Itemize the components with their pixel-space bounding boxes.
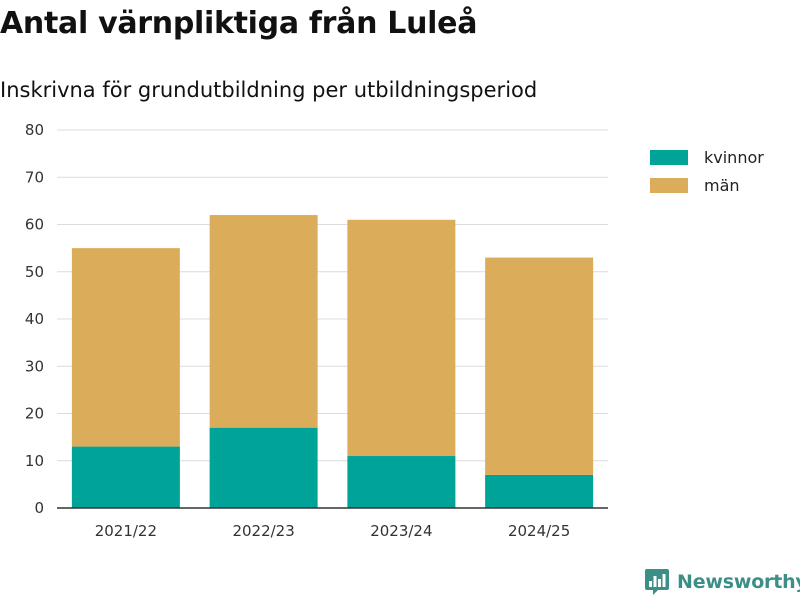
legend-swatch-kvinnor: [650, 150, 688, 165]
chart-subtitle: Inskrivna för grundutbildning per utbild…: [0, 78, 538, 102]
x-axis-ticks: 2021/22 2022/23 2023/24 2024/25: [95, 522, 571, 540]
y-tick-label: 10: [25, 452, 44, 470]
brand-name: Newsworthy: [677, 571, 800, 593]
legend-swatch-män: [650, 178, 688, 193]
bar-kvinnor-2024/25: [485, 474, 594, 508]
y-tick-label: 80: [25, 121, 44, 139]
x-tick-label: 2024/25: [508, 522, 570, 540]
bar-kvinnor-2023/24: [347, 456, 456, 508]
bar-män-2022/23: [209, 215, 318, 428]
x-tick-label: 2023/24: [370, 522, 432, 540]
y-tick-label: 50: [25, 263, 44, 281]
bar-män-2024/25: [485, 257, 594, 475]
bar-chart-speech-icon: [645, 569, 669, 595]
chart-title: Antal värnpliktiga från Luleå: [0, 6, 478, 41]
bar-kvinnor-2021/22: [71, 446, 180, 508]
bar-män-2021/22: [71, 248, 180, 447]
legend: kvinnor män: [650, 148, 764, 195]
y-tick-label: 30: [25, 357, 44, 375]
bar-kvinnor-2022/23: [209, 427, 318, 508]
y-tick-label: 40: [25, 310, 44, 328]
legend-label-kvinnor: kvinnor: [704, 148, 764, 167]
legend-label-män: män: [704, 176, 740, 195]
brand-logo: Newsworthy: [644, 568, 800, 596]
y-tick-label: 70: [25, 168, 44, 186]
y-tick-label: 0: [34, 499, 44, 517]
y-axis-ticks: 0 10 20 30 40 50 60 70 80: [25, 121, 44, 517]
bar-män-2023/24: [347, 219, 456, 457]
x-tick-label: 2022/23: [232, 522, 294, 540]
y-tick-label: 60: [25, 216, 44, 234]
bars: [71, 215, 594, 508]
y-tick-label: 20: [25, 405, 44, 423]
x-tick-label: 2021/22: [95, 522, 157, 540]
